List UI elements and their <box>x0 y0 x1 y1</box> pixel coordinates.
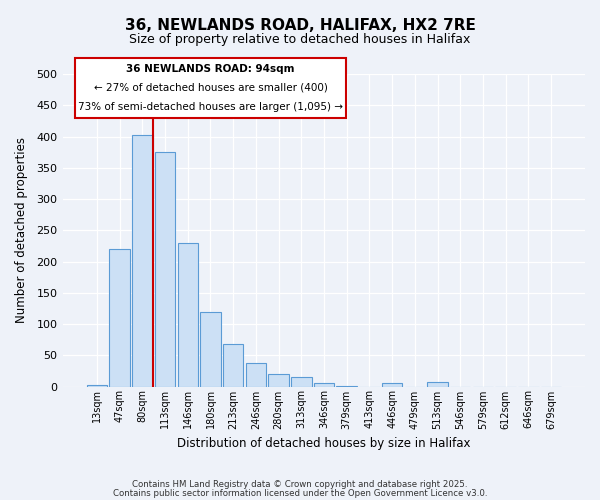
Bar <box>427 382 448 386</box>
Bar <box>178 243 198 386</box>
Bar <box>200 312 221 386</box>
Bar <box>314 384 334 386</box>
Bar <box>382 384 403 386</box>
Bar <box>268 374 289 386</box>
Text: Size of property relative to detached houses in Halifax: Size of property relative to detached ho… <box>130 32 470 46</box>
Bar <box>87 384 107 386</box>
Bar <box>245 363 266 386</box>
Text: 73% of semi-detached houses are larger (1,095) →: 73% of semi-detached houses are larger (… <box>78 102 343 112</box>
Bar <box>223 344 244 387</box>
Bar <box>291 377 311 386</box>
Text: Contains public sector information licensed under the Open Government Licence v3: Contains public sector information licen… <box>113 489 487 498</box>
Bar <box>109 249 130 386</box>
Bar <box>155 152 175 386</box>
Bar <box>132 134 152 386</box>
Text: 36, NEWLANDS ROAD, HALIFAX, HX2 7RE: 36, NEWLANDS ROAD, HALIFAX, HX2 7RE <box>125 18 475 32</box>
Text: Contains HM Land Registry data © Crown copyright and database right 2025.: Contains HM Land Registry data © Crown c… <box>132 480 468 489</box>
Text: ← 27% of detached houses are smaller (400): ← 27% of detached houses are smaller (40… <box>94 83 328 93</box>
Text: 36 NEWLANDS ROAD: 94sqm: 36 NEWLANDS ROAD: 94sqm <box>127 64 295 74</box>
X-axis label: Distribution of detached houses by size in Halifax: Distribution of detached houses by size … <box>177 437 471 450</box>
Y-axis label: Number of detached properties: Number of detached properties <box>15 138 28 324</box>
